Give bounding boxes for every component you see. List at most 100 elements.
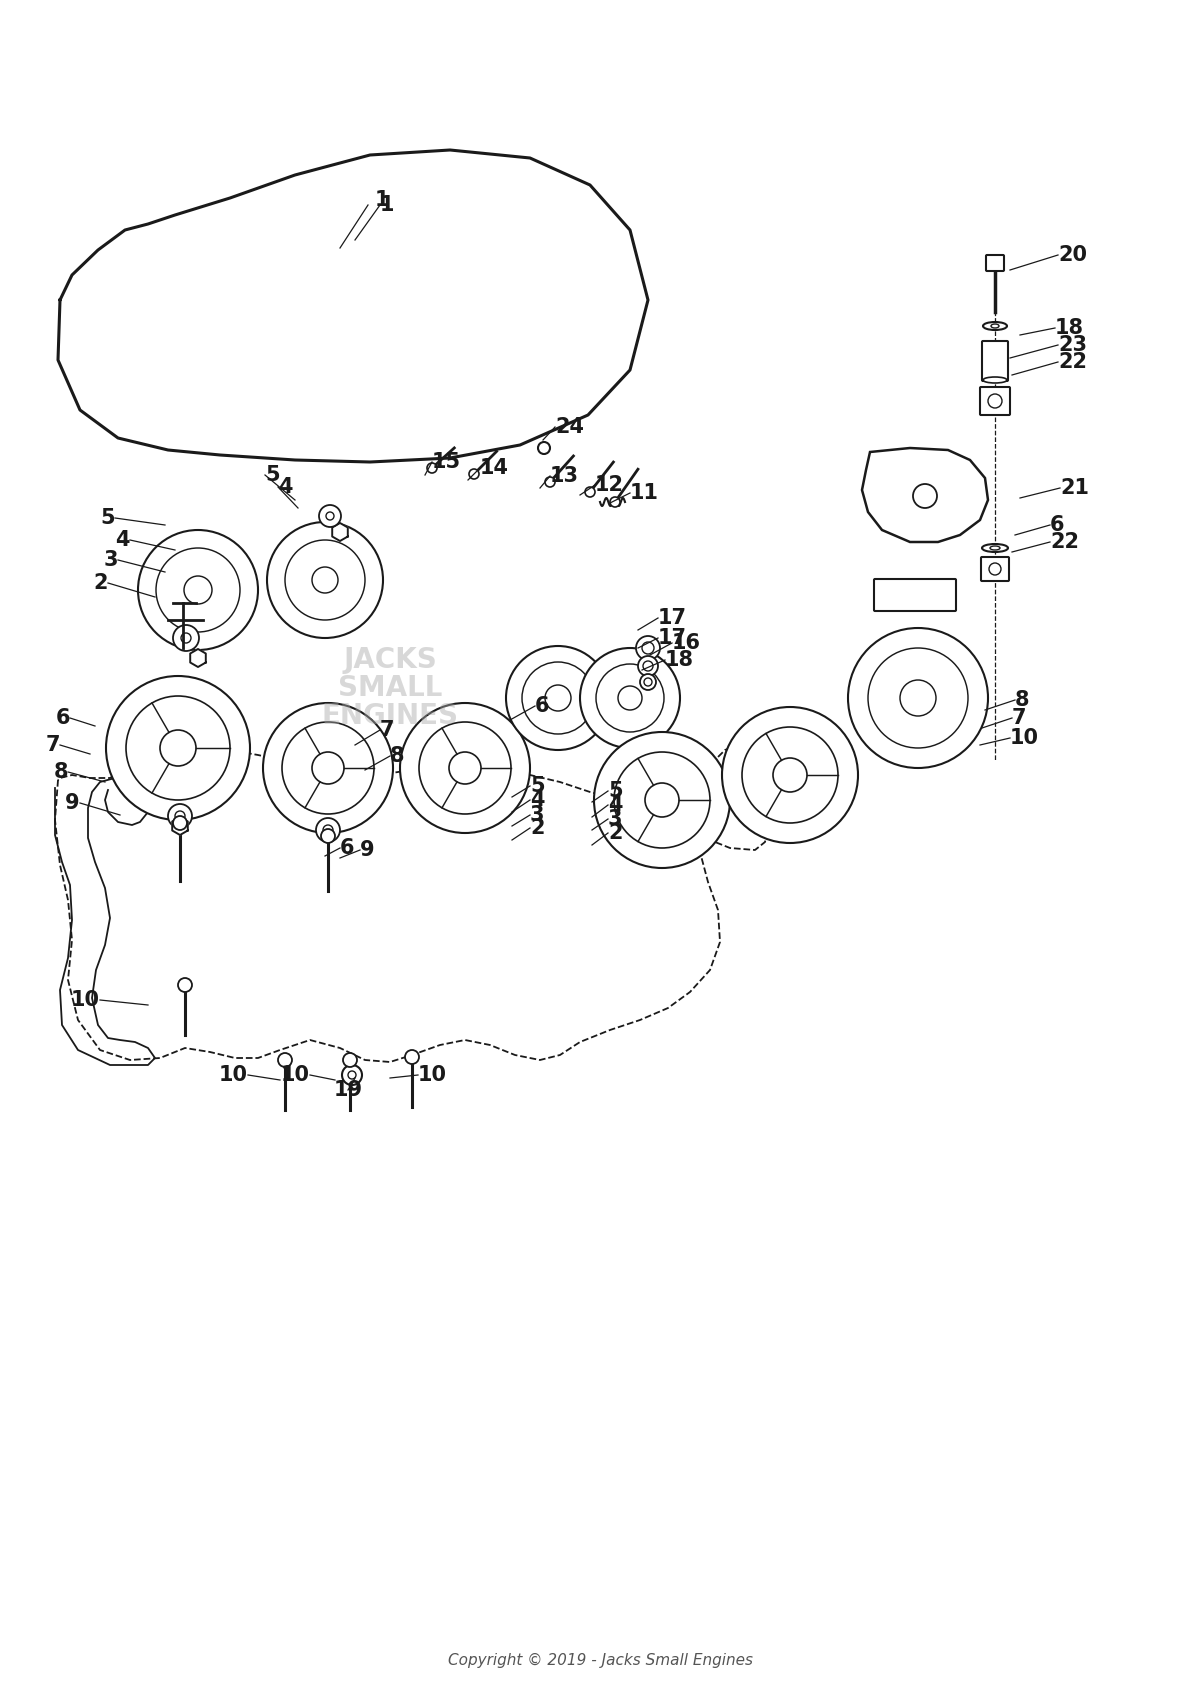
Circle shape <box>168 804 192 827</box>
Circle shape <box>642 641 654 655</box>
Circle shape <box>449 751 481 783</box>
Polygon shape <box>332 523 348 541</box>
Circle shape <box>773 758 808 792</box>
Circle shape <box>722 707 858 843</box>
Text: 23: 23 <box>1058 335 1087 355</box>
Text: 24: 24 <box>554 416 584 437</box>
Circle shape <box>342 1064 362 1085</box>
Text: 10: 10 <box>281 1064 310 1085</box>
Circle shape <box>175 810 185 821</box>
Text: 5: 5 <box>530 777 545 795</box>
Circle shape <box>156 548 240 633</box>
FancyBboxPatch shape <box>982 342 1008 381</box>
Circle shape <box>278 1052 292 1068</box>
Ellipse shape <box>991 323 998 328</box>
Text: 4: 4 <box>278 477 293 497</box>
Text: 3: 3 <box>608 809 623 829</box>
Circle shape <box>323 826 334 834</box>
Circle shape <box>173 816 187 831</box>
Circle shape <box>348 1071 356 1079</box>
Text: 10: 10 <box>1010 728 1039 748</box>
Circle shape <box>319 504 341 526</box>
Text: 17: 17 <box>658 628 686 648</box>
Text: 4: 4 <box>115 530 130 550</box>
FancyBboxPatch shape <box>982 557 1009 580</box>
Circle shape <box>643 662 653 672</box>
Text: SMALL: SMALL <box>338 673 442 702</box>
Circle shape <box>638 656 658 677</box>
Text: 1: 1 <box>380 195 395 215</box>
Text: 10: 10 <box>418 1064 446 1085</box>
Circle shape <box>427 464 437 474</box>
Circle shape <box>742 728 838 822</box>
Text: 9: 9 <box>360 839 374 860</box>
Text: 6: 6 <box>1050 514 1064 535</box>
Circle shape <box>343 1052 358 1068</box>
Text: 1: 1 <box>374 190 390 210</box>
Circle shape <box>580 648 680 748</box>
Circle shape <box>419 722 511 814</box>
Text: 15: 15 <box>432 452 461 472</box>
Polygon shape <box>191 650 205 667</box>
Text: 8: 8 <box>54 761 68 782</box>
Circle shape <box>312 751 344 783</box>
Circle shape <box>178 978 192 992</box>
Text: 7: 7 <box>46 734 60 755</box>
Text: 21: 21 <box>1060 479 1090 497</box>
Text: 5: 5 <box>101 508 115 528</box>
Text: 18: 18 <box>1055 318 1084 338</box>
Circle shape <box>316 817 340 843</box>
Circle shape <box>181 633 191 643</box>
Text: 5: 5 <box>608 782 623 800</box>
Ellipse shape <box>982 545 1008 552</box>
Circle shape <box>646 783 679 817</box>
Circle shape <box>545 685 571 711</box>
Text: 2: 2 <box>608 822 623 843</box>
Text: 6: 6 <box>535 695 550 716</box>
Text: 19: 19 <box>334 1079 362 1100</box>
Circle shape <box>522 662 594 734</box>
FancyBboxPatch shape <box>986 255 1004 271</box>
Circle shape <box>126 695 230 800</box>
Text: 4: 4 <box>530 790 545 810</box>
Circle shape <box>545 477 554 487</box>
Circle shape <box>322 829 335 843</box>
Circle shape <box>286 540 365 619</box>
Circle shape <box>400 702 530 832</box>
Text: 18: 18 <box>665 650 694 670</box>
Text: 11: 11 <box>630 482 659 503</box>
Circle shape <box>900 680 936 716</box>
Text: 8: 8 <box>390 746 404 766</box>
Text: 3: 3 <box>530 805 545 826</box>
Text: 10: 10 <box>220 1064 248 1085</box>
Text: 2: 2 <box>530 817 545 838</box>
Circle shape <box>538 442 550 453</box>
Text: 3: 3 <box>103 550 118 570</box>
Text: 6: 6 <box>55 707 70 728</box>
Text: 9: 9 <box>65 794 80 812</box>
Circle shape <box>263 702 394 832</box>
Text: 20: 20 <box>1058 245 1087 266</box>
Circle shape <box>636 636 660 660</box>
FancyBboxPatch shape <box>874 579 956 611</box>
Circle shape <box>848 628 988 768</box>
Text: 7: 7 <box>380 721 395 739</box>
Circle shape <box>868 648 968 748</box>
Circle shape <box>988 394 1002 408</box>
Text: ENGINES: ENGINES <box>322 702 458 729</box>
Circle shape <box>618 685 642 711</box>
Circle shape <box>640 673 656 690</box>
Circle shape <box>184 575 212 604</box>
Circle shape <box>610 497 620 508</box>
Text: 10: 10 <box>71 990 100 1010</box>
Text: 16: 16 <box>672 633 701 653</box>
Text: 17: 17 <box>658 607 686 628</box>
Polygon shape <box>173 817 187 834</box>
Circle shape <box>614 751 710 848</box>
Text: 8: 8 <box>1015 690 1030 711</box>
Text: 12: 12 <box>595 475 624 496</box>
Circle shape <box>160 729 196 766</box>
Text: 5: 5 <box>265 465 280 486</box>
Circle shape <box>106 677 250 821</box>
Circle shape <box>326 513 334 519</box>
